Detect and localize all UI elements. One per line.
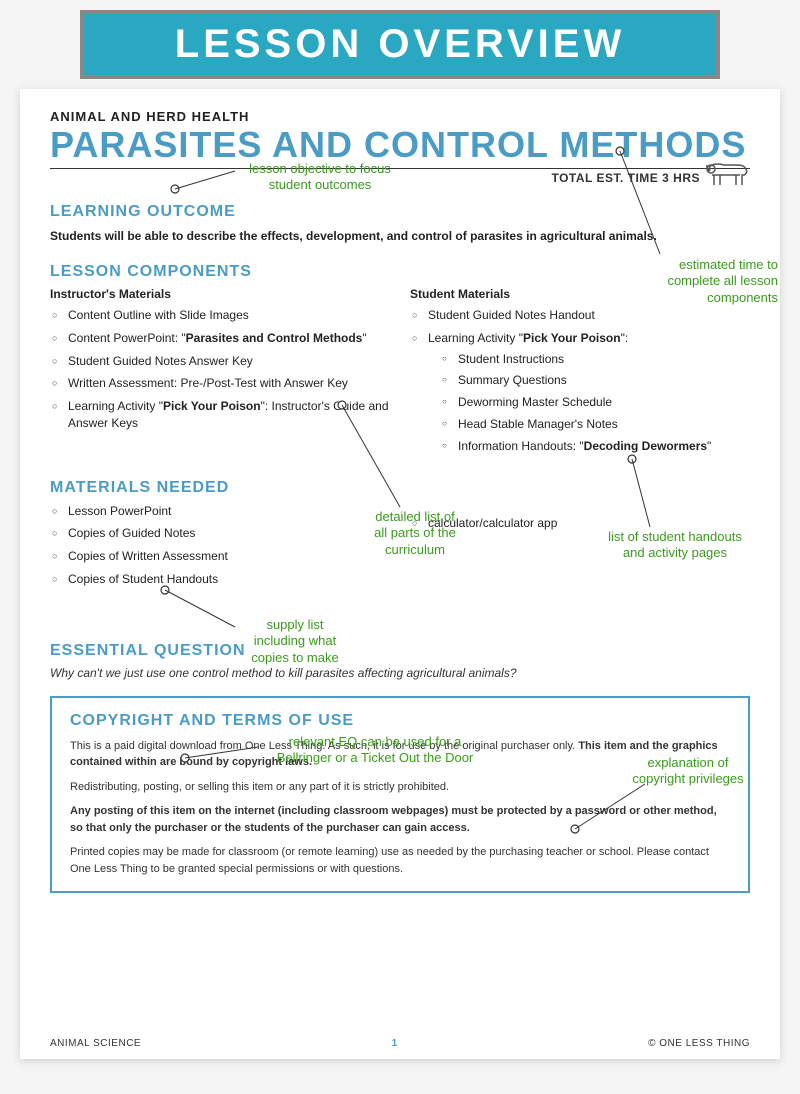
list-item: Copies of Guided Notes	[50, 525, 390, 542]
essential-question-head: ESSENTIAL QUESTION	[50, 642, 750, 660]
list-item: Deworming Master Schedule	[442, 394, 750, 411]
materials-list-left: Lesson PowerPoint Copies of Guided Notes…	[50, 503, 390, 588]
cow-icon	[704, 159, 750, 189]
instructor-list: Content Outline with Slide Images Conten…	[50, 307, 390, 432]
list-item: Learning Activity "Pick Your Poison": In…	[50, 398, 390, 432]
student-sublist: Student Instructions Summary Questions D…	[442, 351, 750, 455]
anno-handouts: list of student handoutsand activity pag…	[580, 529, 770, 562]
subject-line: ANIMAL AND HERD HEALTH	[50, 109, 750, 124]
footer-right: © ONE LESS THING	[648, 1038, 750, 1049]
anno-time: estimated time tocomplete all lessoncomp…	[628, 257, 778, 306]
student-list: Student Guided Notes Handout Learning Ac…	[410, 307, 750, 455]
student-col: Student Materials Student Guided Notes H…	[410, 287, 750, 461]
list-item: Learning Activity "Pick Your Poison": St…	[410, 330, 750, 455]
components-columns: Instructor's Materials Content Outline w…	[50, 287, 750, 461]
list-item: Content Outline with Slide Images	[50, 307, 390, 324]
list-item: Student Guided Notes Handout	[410, 307, 750, 324]
list-item: Summary Questions	[442, 372, 750, 389]
list-item: Student Instructions	[442, 351, 750, 368]
list-item: Written Assessment: Pre-/Post-Test with …	[50, 375, 390, 392]
title-banner: LESSON OVERVIEW	[80, 10, 720, 79]
essential-question-text: Why can't we just use one control method…	[50, 666, 750, 680]
copyright-box: COPYRIGHT AND TERMS OF USE This is a pai…	[50, 696, 750, 894]
list-item: Copies of Student Handouts	[50, 571, 390, 588]
page-footer: ANIMAL SCIENCE 1 © ONE LESS THING	[50, 1038, 750, 1049]
learning-outcome-head: LEARNING OUTCOME	[50, 203, 750, 221]
footer-left: ANIMAL SCIENCE	[50, 1038, 141, 1049]
list-item: Copies of Written Assessment	[50, 548, 390, 565]
anno-supply: supply listincluding whatcopies to make	[230, 617, 360, 666]
anno-objective: lesson objective to focusstudent outcome…	[230, 161, 410, 194]
copyright-p4: Printed copies may be made for classroom…	[70, 844, 730, 877]
lesson-page: ANIMAL AND HERD HEALTH PARASITES AND CON…	[20, 89, 780, 1059]
materials-head: MATERIALS NEEDED	[50, 479, 750, 497]
anno-curriculum: detailed list ofall parts of thecurricul…	[350, 509, 480, 558]
list-item: Student Guided Notes Answer Key	[50, 353, 390, 370]
anno-copyright: explanation ofcopyright privileges	[608, 755, 768, 788]
instructor-col: Instructor's Materials Content Outline w…	[50, 287, 390, 461]
materials-left: Lesson PowerPoint Copies of Guided Notes…	[50, 503, 390, 594]
learning-outcome-text: Students will be able to describe the ef…	[50, 227, 750, 245]
list-item: Head Stable Manager's Notes	[442, 416, 750, 433]
banner-text: LESSON OVERVIEW	[175, 22, 625, 66]
list-item: Lesson PowerPoint	[50, 503, 390, 520]
footer-page: 1	[392, 1038, 398, 1049]
list-item: Information Handouts: "Decoding Dewormer…	[442, 438, 750, 455]
list-item: Content PowerPoint: "Parasites and Contr…	[50, 330, 390, 347]
instructor-head: Instructor's Materials	[50, 287, 390, 301]
time-text: TOTAL EST. TIME 3 HRS	[551, 171, 700, 185]
copyright-p3: Any posting of this item on the internet…	[70, 803, 730, 836]
anno-eq: relevant EQ can be used for aBellringer …	[250, 734, 500, 767]
copyright-head: COPYRIGHT AND TERMS OF USE	[70, 712, 730, 730]
